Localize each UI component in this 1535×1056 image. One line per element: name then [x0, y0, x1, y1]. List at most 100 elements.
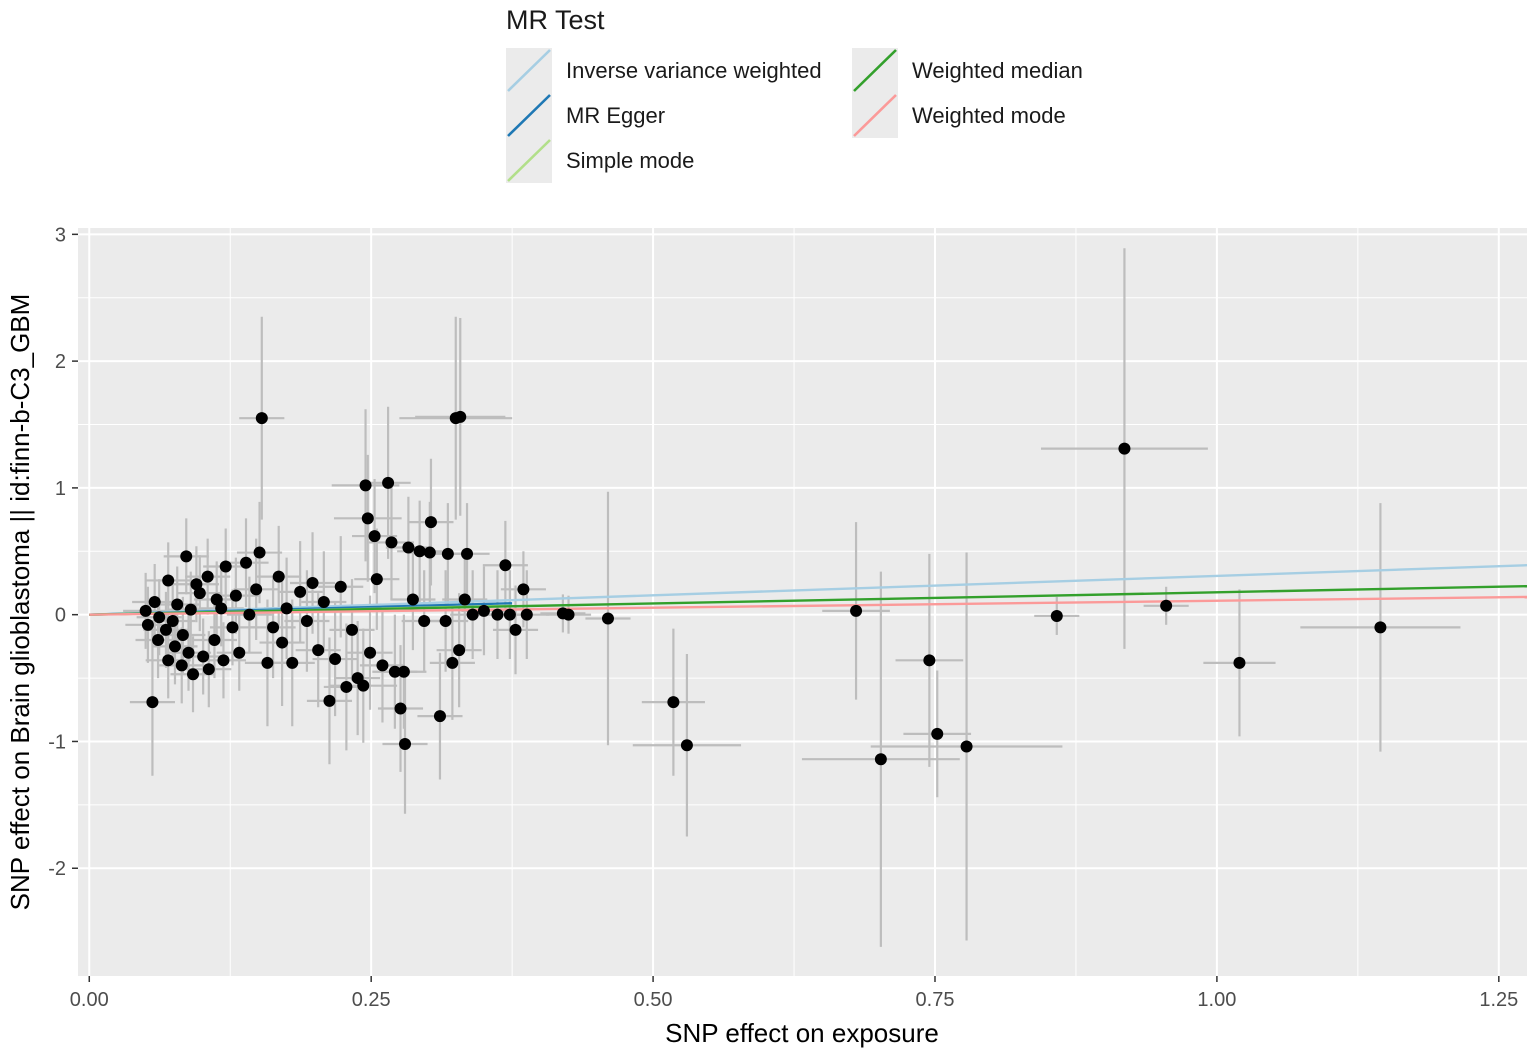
data-point — [146, 696, 159, 709]
data-point — [250, 583, 263, 596]
data-point — [340, 680, 353, 693]
data-point — [491, 608, 504, 621]
data-point — [1118, 442, 1131, 455]
data-point — [159, 623, 172, 636]
data-point — [359, 479, 372, 492]
legend-label: Simple mode — [566, 148, 694, 173]
data-point — [306, 576, 319, 589]
data-point — [168, 640, 181, 653]
y-tick-label: 1 — [55, 478, 66, 500]
data-point — [418, 615, 431, 628]
data-point — [148, 596, 161, 608]
legend-label: Inverse variance weighted — [566, 58, 822, 83]
data-point — [240, 556, 253, 569]
legend-label: Weighted median — [912, 58, 1083, 83]
data-point — [667, 696, 680, 709]
data-point — [960, 740, 973, 753]
data-point — [680, 739, 693, 752]
data-point — [229, 589, 242, 602]
data-point — [364, 646, 377, 659]
data-point — [176, 628, 189, 641]
data-point — [153, 611, 166, 624]
y-axis-title: SNP effect on Brain glioblastoma || id:f… — [5, 294, 35, 911]
data-point — [323, 694, 336, 707]
data-point — [201, 570, 214, 583]
legend-label: Weighted mode — [912, 103, 1066, 128]
data-point — [413, 545, 426, 558]
data-point — [376, 659, 389, 672]
data-point — [385, 536, 398, 549]
y-tick-label: -2 — [48, 858, 66, 880]
data-point — [294, 585, 307, 598]
data-point — [1050, 609, 1063, 622]
data-point — [601, 612, 614, 625]
data-point — [1160, 599, 1173, 612]
data-point — [334, 580, 347, 593]
data-point — [187, 668, 200, 681]
data-point — [261, 656, 274, 669]
data-point — [182, 646, 195, 659]
y-tick-label: 0 — [55, 605, 66, 627]
data-point — [361, 512, 374, 525]
data-point — [162, 654, 175, 667]
data-point — [517, 583, 530, 596]
data-point — [233, 646, 246, 659]
data-point — [509, 623, 522, 636]
data-point — [346, 623, 359, 636]
data-point — [477, 604, 490, 617]
data-point — [499, 559, 512, 572]
data-point — [388, 665, 401, 678]
data-point — [1233, 656, 1246, 669]
data-point — [424, 516, 437, 529]
y-tick-label: 3 — [55, 224, 66, 246]
data-point — [193, 587, 206, 600]
data-point — [226, 621, 239, 634]
legend-title: MR Test — [506, 5, 605, 35]
data-point — [217, 654, 230, 667]
data-point — [850, 604, 863, 617]
legend: MR Test Inverse variance weighted MR Egge… — [506, 5, 1083, 183]
data-point — [382, 476, 395, 489]
legend-label: MR Egger — [566, 103, 665, 128]
data-point — [243, 608, 256, 621]
data-point — [368, 530, 381, 543]
y-tick-label: -1 — [48, 731, 66, 753]
data-point — [458, 593, 471, 606]
data-point — [215, 602, 228, 615]
data-point — [1374, 621, 1387, 634]
data-point — [219, 560, 232, 573]
data-point — [441, 547, 454, 560]
x-axis-title: SNP effect on exposure — [665, 1018, 939, 1048]
data-point — [300, 615, 313, 628]
data-point — [208, 634, 221, 647]
fit-line — [89, 595, 1528, 616]
x-tick-label: 0.50 — [634, 989, 673, 1011]
data-point — [184, 603, 197, 616]
data-point — [399, 737, 412, 750]
data-point — [180, 550, 193, 563]
data-point — [397, 665, 410, 678]
x-tick-label: 1.00 — [1197, 989, 1236, 1011]
data-point — [394, 702, 407, 715]
data-point — [520, 608, 533, 621]
data-point — [317, 596, 330, 608]
data-point — [357, 679, 370, 692]
data-point — [874, 753, 887, 766]
data-point — [286, 656, 299, 669]
data-point — [210, 593, 223, 606]
plot-panel — [78, 228, 1527, 976]
data-point — [370, 573, 383, 586]
data-point — [253, 546, 266, 559]
legend-key-line — [507, 49, 551, 92]
data-point — [453, 644, 466, 657]
data-point — [276, 636, 289, 649]
x-tick-label: 0.25 — [352, 989, 391, 1011]
legend-key-line — [853, 94, 897, 137]
data-point — [423, 546, 436, 559]
data-point — [454, 410, 467, 423]
data-point — [139, 604, 152, 617]
y-tick-label: 2 — [55, 351, 66, 373]
data-point — [152, 634, 165, 647]
data-point — [166, 615, 179, 628]
